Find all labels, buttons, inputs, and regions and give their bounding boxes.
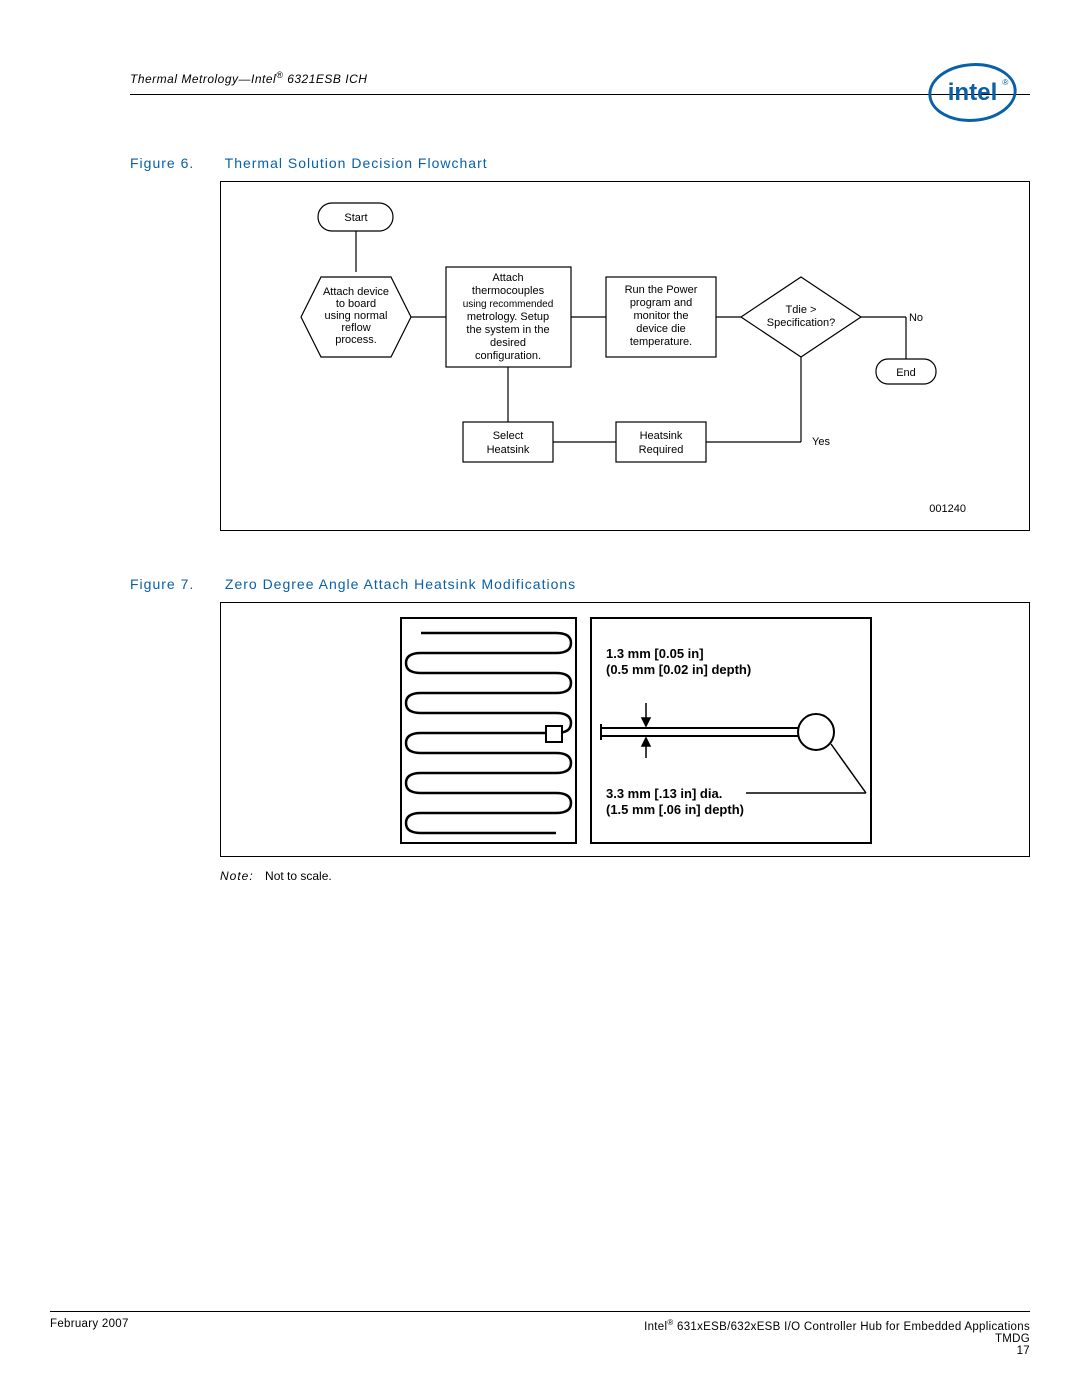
node-end-text: End: [896, 367, 916, 379]
figure7-title: Figure 7. Zero Degree Angle Attach Heats…: [130, 576, 1030, 592]
figure6-caption: Thermal Solution Decision Flowchart: [225, 155, 488, 171]
heatsink-svg: 1.3 mm [0.05 in] (0.5 mm [0.02 in] depth…: [221, 603, 1031, 858]
footer-rule: [50, 1311, 1030, 1312]
note-text: Not to scale.: [265, 869, 332, 883]
figure7-label: Figure 7.: [130, 576, 220, 592]
header-suffix: 6321ESB ICH: [283, 72, 367, 86]
svg-text:Run the Power: Run the Power: [625, 284, 698, 296]
flowchart-svg: Start Attach device to board using norma…: [221, 182, 1031, 532]
header-rule: [130, 94, 1030, 95]
page-footer: February 2007 Intel® 631xESB/632xESB I/O…: [50, 1311, 1030, 1357]
svg-text:Tdie >: Tdie >: [786, 304, 817, 316]
svg-text:configuration.: configuration.: [475, 350, 541, 362]
svg-text:®: ®: [1002, 77, 1009, 87]
note-label: Note:: [220, 869, 254, 883]
yes-label: Yes: [812, 436, 830, 448]
svg-text:monitor the: monitor the: [633, 310, 688, 322]
svg-text:process.: process.: [335, 334, 377, 346]
figure6-box: Start Attach device to board using norma…: [220, 181, 1030, 531]
figure7-box: 1.3 mm [0.05 in] (0.5 mm [0.02 in] depth…: [220, 602, 1030, 857]
svg-text:thermocouples: thermocouples: [472, 285, 545, 297]
heatsink-detail-icon: 1.3 mm [0.05 in] (0.5 mm [0.02 in] depth…: [591, 618, 871, 843]
svg-text:reflow: reflow: [341, 322, 370, 334]
svg-text:using normal: using normal: [325, 310, 388, 322]
svg-text:Heatsink: Heatsink: [640, 430, 683, 442]
node-start-text: Start: [344, 212, 367, 224]
no-label: No: [909, 312, 923, 324]
svg-text:Attach device: Attach device: [323, 286, 389, 298]
svg-text:temperature.: temperature.: [630, 336, 692, 348]
figure6-title: Figure 6. Thermal Solution Decision Flow…: [130, 155, 1030, 171]
figure6-ref: 001240: [929, 503, 966, 515]
header-prefix: Thermal Metrology—Intel: [130, 72, 276, 86]
svg-text:to board: to board: [336, 298, 376, 310]
figure7-caption: Zero Degree Angle Attach Heatsink Modifi…: [225, 576, 576, 592]
fig7-label2-line2: (1.5 mm [.06 in] depth): [606, 802, 744, 817]
heatsink-fins-icon: [401, 618, 576, 843]
svg-text:desired: desired: [490, 337, 526, 349]
svg-text:intel: intel: [948, 79, 998, 106]
footer-line1-prefix: Intel: [644, 1321, 667, 1333]
svg-text:Select: Select: [493, 430, 524, 442]
svg-text:using recommended: using recommended: [463, 299, 554, 310]
footer-pagenum: 17: [644, 1345, 1030, 1357]
fig7-label1-line1: 1.3 mm [0.05 in]: [606, 646, 704, 661]
svg-text:Required: Required: [639, 444, 684, 456]
footer-line1-suffix: 631xESB/632xESB I/O Controller Hub for E…: [674, 1321, 1030, 1333]
figure6-label: Figure 6.: [130, 155, 220, 171]
svg-text:Specification?: Specification?: [767, 317, 836, 329]
footer-line2: TMDG: [644, 1333, 1030, 1345]
fig7-label2-line1: 3.3 mm [.13 in] dia.: [606, 786, 722, 801]
svg-text:metrology. Setup: metrology. Setup: [467, 311, 549, 323]
node-select-hs: [463, 422, 553, 462]
svg-text:device die: device die: [636, 323, 686, 335]
node-hs-required: [616, 422, 706, 462]
fig7-label1-line2: (0.5 mm [0.02 in] depth): [606, 662, 751, 677]
footer-date: February 2007: [50, 1318, 129, 1357]
page-header: Thermal Metrology—Intel ® 6321ESB ICH: [130, 70, 1030, 86]
figure7-note: Note: Not to scale.: [220, 869, 1030, 883]
svg-text:Attach: Attach: [492, 272, 523, 284]
intel-logo-icon: intel ®: [925, 60, 1020, 125]
svg-text:the system in the: the system in the: [466, 324, 549, 336]
svg-text:Heatsink: Heatsink: [487, 444, 530, 456]
svg-text:program and: program and: [630, 297, 692, 309]
